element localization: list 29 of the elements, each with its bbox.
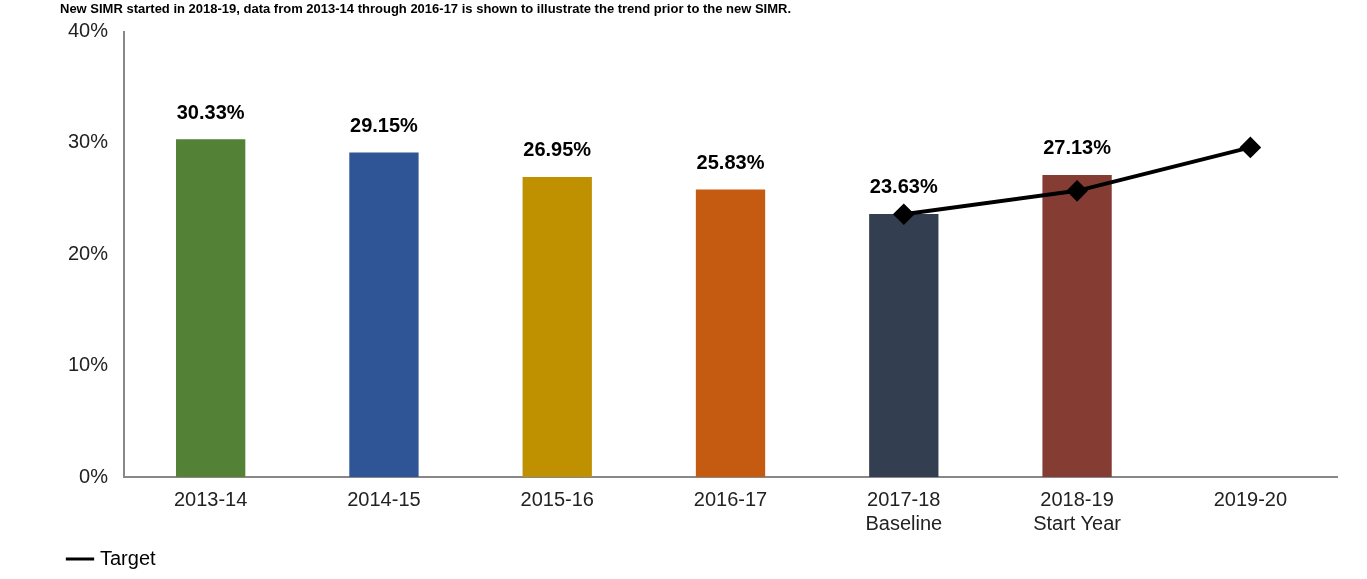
y-tick-label: 40% [68, 19, 109, 42]
x-tick-label: 2017-18 Baseline [865, 487, 943, 534]
bar [349, 152, 419, 477]
data-label: 29.15% [350, 113, 419, 136]
point [1067, 180, 1088, 201]
y-tick-label: 20% [68, 241, 109, 264]
bar [176, 139, 246, 477]
x-tick-label: 2013-14 [173, 487, 248, 510]
data-label: 23.63% [869, 175, 938, 198]
x-tick-label: 2014-15 [347, 487, 421, 510]
x-tick-label: 2016-17 [693, 487, 768, 510]
chart-title: New SIMR started in 2018-19, data from 2013-14 through 2016-17 is shown to illustrate the trend prior to the new SIMR. [60, 1, 792, 17]
point [893, 204, 914, 225]
legend-label: Target [100, 546, 157, 569]
data-label: 27.13% [1043, 136, 1112, 159]
y-tick-label: 0% [79, 464, 109, 487]
point [1240, 137, 1261, 158]
bar [695, 189, 766, 477]
y-tick-label: 30% [68, 130, 109, 153]
data-label: 26.95% [523, 138, 592, 161]
x-tick-label: 2018-19 Start Year [1033, 487, 1122, 534]
x-tick-label: 2019-20 [1213, 487, 1288, 510]
y-tick-label: 10% [68, 353, 109, 376]
x-tick-label: 2015-16 [520, 487, 594, 510]
bar [522, 176, 592, 477]
bar [1042, 174, 1112, 477]
data-label: 30.33% [176, 100, 245, 123]
bar [869, 213, 939, 477]
data-label: 25.83% [696, 150, 765, 173]
